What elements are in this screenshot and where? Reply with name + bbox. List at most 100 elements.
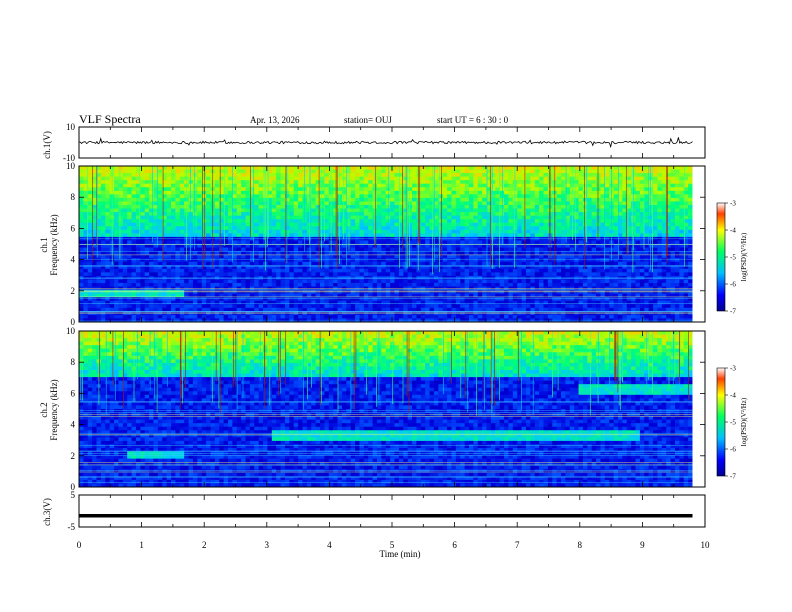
spectrogram-cell: [276, 205, 281, 209]
spectrogram-cell: [582, 197, 588, 202]
spectrogram-cell: [166, 190, 172, 195]
spectrogram-cell: [412, 240, 417, 245]
spectrogram-cell: [368, 265, 373, 270]
spectrogram-cell: [179, 197, 185, 202]
spectrogram-cell: [477, 190, 483, 195]
spectrogram-cell: [368, 215, 373, 220]
spectrogram-cell: [617, 268, 623, 273]
spectrogram-cell: [271, 254, 277, 259]
spectrogram-cell: [648, 190, 654, 195]
spectrogram-cell: [521, 279, 527, 284]
spectrogram-cell: [289, 212, 295, 217]
spectrogram-cell: [157, 279, 163, 284]
spectrogram-cell: [306, 258, 312, 263]
spectrogram-cell: [359, 272, 365, 277]
spectrogram-cell: [574, 226, 579, 231]
spectrogram-cell: [451, 201, 457, 206]
spectrogram-cell: [512, 208, 518, 213]
spectrogram-cell: [315, 194, 321, 199]
spectrogram-cell: [249, 240, 255, 245]
spectrogram-cell: [674, 201, 680, 206]
spectrogram-cell: [350, 180, 356, 185]
spectrogram-cell: [455, 201, 461, 206]
spectrogram-cell: [184, 261, 189, 266]
spectrogram-cell: [565, 187, 571, 192]
spectrogram-cell: [604, 208, 610, 213]
spectrogram-cell: [206, 183, 211, 188]
spectrogram-cell: [219, 208, 224, 213]
spectrogram-cell: [661, 229, 667, 234]
spectrogram-cell: [644, 283, 650, 287]
spectrogram-cell: [442, 201, 448, 206]
spectrogram-cell: [644, 169, 650, 174]
spectrogram-cell: [442, 208, 448, 213]
spectrogram-cell: [127, 226, 132, 231]
spectrogram-cell: [320, 187, 325, 192]
spectrogram-cell: [521, 197, 527, 202]
spectrogram-cell: [486, 212, 492, 217]
spectrogram-cell: [613, 205, 619, 209]
spectrogram-cell: [271, 233, 277, 238]
spectrogram-cell: [534, 173, 540, 178]
spectrogram-cell: [271, 219, 277, 224]
spectrogram-cell: [433, 265, 439, 270]
spectrogram-cell: [587, 194, 593, 199]
spectrogram-cell: [328, 261, 334, 266]
spectrogram-cell: [324, 226, 330, 231]
spectrogram-cell: [223, 233, 229, 238]
spectrogram-cell: [600, 254, 606, 259]
spectrogram-cell: [236, 226, 242, 231]
spectrogram-cell: [490, 272, 496, 277]
spectrogram-cell: [105, 251, 111, 256]
spectrogram-cell: [236, 187, 242, 192]
spectrogram-cell: [565, 261, 571, 266]
spectrogram-cell: [79, 208, 84, 213]
spectrogram-cell: [587, 219, 593, 224]
spectrogram-cell: [578, 194, 584, 199]
spectrogram-cell: [425, 169, 430, 174]
spectrogram-cell: [464, 268, 470, 273]
spectrogram-cell: [666, 272, 671, 277]
spectrogram-cell: [490, 212, 496, 217]
spectrogram-cell: [376, 233, 382, 238]
spectrogram-cell: [315, 258, 321, 263]
spectrogram-cell: [596, 247, 601, 252]
spectrogram-cell: [376, 166, 382, 170]
spectrogram-cell: [433, 166, 439, 170]
spectrogram-cell: [149, 258, 154, 263]
spectrogram-cell: [359, 254, 365, 259]
spectrogram-cell: [482, 205, 487, 209]
spectrogram-cell: [127, 261, 132, 266]
spectrogram-cell: [582, 183, 588, 188]
spectrogram-cell: [267, 261, 273, 266]
spectrogram-cell: [350, 244, 356, 248]
spectrogram-cell: [118, 219, 124, 224]
spectrogram-cell: [666, 166, 671, 170]
spectrogram-cell: [175, 208, 181, 213]
spectrogram-cell: [525, 229, 531, 234]
spectrogram-cell: [306, 254, 312, 259]
spectrogram-cell: [355, 180, 360, 185]
spectrogram-cell: [635, 190, 641, 195]
spectrogram-cell: [337, 180, 343, 185]
spectrogram-cell: [197, 169, 203, 174]
spectrogram-cell: [609, 283, 614, 287]
spectrogram-cell: [394, 222, 400, 227]
spectrogram-cell: [162, 219, 168, 224]
spectrogram-cell: [131, 233, 137, 238]
spectrogram-cell: [245, 222, 251, 227]
spectrogram-cell: [140, 176, 146, 181]
spectrogram-cell: [241, 212, 246, 217]
spectrogram-cell: [420, 268, 426, 273]
spectrogram-cell: [258, 205, 264, 209]
spectrogram-cell: [648, 205, 654, 209]
spectrogram-cell: [171, 261, 176, 266]
spectrogram-cell: [460, 197, 466, 202]
spectrogram-cell: [442, 244, 448, 248]
spectrogram-cell: [591, 180, 597, 185]
spectrogram-cell: [670, 219, 676, 224]
spectrogram-cell: [604, 201, 610, 206]
spectrogram-cell: [293, 226, 299, 231]
spectrogram-cell: [644, 173, 650, 178]
spectrogram-cell: [394, 279, 400, 284]
